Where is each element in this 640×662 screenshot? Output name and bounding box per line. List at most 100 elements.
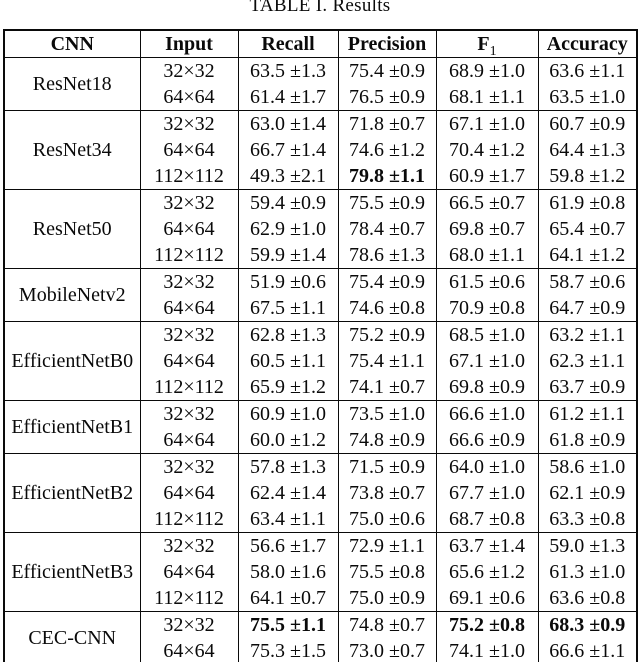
recall-cell: 58.0 ±1.6 bbox=[237, 559, 339, 585]
results-table: CNN Input Recall Precision F1 Accuracy ResNet… bbox=[3, 29, 638, 662]
f1-cell: 63.7 ±1.4 bbox=[435, 532, 539, 559]
f1-cell: 68.9 ±1.0 bbox=[435, 57, 539, 84]
cnn-name-cell: MobileNetv2 bbox=[3, 268, 141, 322]
precision-cell: 74.1 ±0.7 bbox=[337, 374, 437, 401]
accuracy-cell: 60.7 ±0.9 bbox=[537, 110, 638, 137]
precision-cell: 75.0 ±0.6 bbox=[337, 506, 437, 533]
table-row: ResNet18 32×32 63.5 ±1.3 75.4 ±0.9 68.9 ±1.0… bbox=[3, 57, 638, 111]
table-row: 64×64 66.7 ±1.4 74.6 ±1.2 70.4 ±1.2 64.4 ±1.… bbox=[4, 137, 638, 163]
table-row: EfficientNetB0 32×32 62.8 ±1.3 75.2 ±0.9 68.… bbox=[3, 321, 638, 401]
header-f1: F1 bbox=[435, 30, 539, 58]
header-accuracy: Accuracy bbox=[537, 30, 638, 58]
input-cell: 32×32 bbox=[139, 400, 239, 427]
table-row: MobileNetv2 32×32 51.9 ±0.6 75.4 ±0.9 61.5 ±… bbox=[3, 268, 638, 322]
f1-cell: 68.5 ±1.0 bbox=[435, 321, 539, 348]
accuracy-cell: 65.4 ±0.7 bbox=[537, 216, 638, 242]
table-row: 64×64 60.0 ±1.2 74.8 ±0.9 66.6 ±0.9 61.8 ±0.… bbox=[4, 427, 638, 454]
recall-cell: 60.5 ±1.1 bbox=[237, 348, 339, 374]
f1-cell: 74.1 ±1.0 bbox=[435, 638, 539, 662]
input-cell: 64×64 bbox=[139, 84, 239, 111]
input-cell: 64×64 bbox=[139, 295, 239, 322]
precision-cell: 76.5 ±0.9 bbox=[337, 84, 437, 111]
input-cell: 112×112 bbox=[139, 163, 239, 190]
header-cnn: CNN bbox=[3, 30, 141, 58]
header-input: Input bbox=[139, 30, 239, 58]
table-row: EfficientNetB1 32×32 60.9 ±1.0 73.5 ±1.0 66.… bbox=[3, 400, 638, 454]
accuracy-cell: 63.5 ±1.0 bbox=[537, 84, 638, 111]
recall-cell: 57.8 ±1.3 bbox=[237, 453, 339, 480]
cnn-name-cell: ResNet18 bbox=[3, 57, 141, 111]
input-cell: 32×32 bbox=[139, 453, 239, 480]
input-cell: 112×112 bbox=[139, 506, 239, 533]
recall-cell: 67.5 ±1.1 bbox=[237, 295, 339, 322]
precision-cell: 74.8 ±0.7 bbox=[337, 611, 437, 638]
table-row: 64×64 58.0 ±1.6 75.5 ±0.8 65.6 ±1.2 61.3 ±1.… bbox=[4, 559, 638, 585]
accuracy-cell: 64.1 ±1.2 bbox=[537, 242, 638, 269]
input-cell: 64×64 bbox=[139, 427, 239, 454]
precision-cell: 75.4 ±1.1 bbox=[337, 348, 437, 374]
precision-cell: 75.4 ±0.9 bbox=[337, 57, 437, 84]
header-precision: Precision bbox=[337, 30, 437, 58]
precision-cell: 75.4 ±0.9 bbox=[337, 268, 437, 295]
accuracy-cell: 59.0 ±1.3 bbox=[537, 532, 638, 559]
recall-cell: 63.5 ±1.3 bbox=[237, 57, 339, 84]
accuracy-cell: 63.6 ±0.8 bbox=[537, 585, 638, 612]
cnn-name-cell: EfficientNetB1 bbox=[3, 400, 141, 454]
table-row: 112×112 49.3 ±2.1 79.8 ±1.1 60.9 ±1.7 59.8 ±… bbox=[4, 163, 638, 190]
recall-cell: 49.3 ±2.1 bbox=[237, 163, 339, 190]
header-f1-base: F bbox=[477, 33, 490, 55]
precision-cell: 71.5 ±0.9 bbox=[337, 453, 437, 480]
input-cell: 64×64 bbox=[139, 216, 239, 242]
f1-cell: 66.5 ±0.7 bbox=[435, 189, 539, 216]
accuracy-cell: 61.3 ±1.0 bbox=[537, 559, 638, 585]
recall-cell: 61.4 ±1.7 bbox=[237, 84, 339, 111]
recall-cell: 51.9 ±0.6 bbox=[237, 268, 339, 295]
f1-cell: 66.6 ±1.0 bbox=[435, 400, 539, 427]
f1-cell: 60.9 ±1.7 bbox=[435, 163, 539, 190]
f1-cell: 70.4 ±1.2 bbox=[435, 137, 539, 163]
accuracy-cell: 58.7 ±0.6 bbox=[537, 268, 638, 295]
recall-cell: 66.7 ±1.4 bbox=[237, 137, 339, 163]
precision-cell: 72.9 ±1.1 bbox=[337, 532, 437, 559]
f1-cell: 65.6 ±1.2 bbox=[435, 559, 539, 585]
table-row: 112×112 64.1 ±0.7 75.0 ±0.9 69.1 ±0.6 63.6 ±… bbox=[4, 585, 638, 612]
input-cell: 32×32 bbox=[139, 611, 239, 638]
header-recall: Recall bbox=[237, 30, 339, 58]
accuracy-cell: 58.6 ±1.0 bbox=[537, 453, 638, 480]
accuracy-cell: 63.3 ±0.8 bbox=[537, 506, 638, 533]
precision-cell: 75.0 ±0.9 bbox=[337, 585, 437, 612]
f1-cell: 68.0 ±1.1 bbox=[435, 242, 539, 269]
table-caption: TABLE I. Results bbox=[249, 0, 391, 16]
f1-cell: 70.9 ±0.8 bbox=[435, 295, 539, 322]
accuracy-cell: 63.6 ±1.1 bbox=[537, 57, 638, 84]
precision-cell: 71.8 ±0.7 bbox=[337, 110, 437, 137]
cnn-name-cell: ResNet50 bbox=[3, 189, 141, 269]
recall-cell: 62.4 ±1.4 bbox=[237, 480, 339, 506]
input-cell: 32×32 bbox=[139, 532, 239, 559]
accuracy-cell: 68.3 ±0.9 bbox=[537, 611, 638, 638]
precision-cell: 73.0 ±0.7 bbox=[337, 638, 437, 662]
recall-cell: 60.9 ±1.0 bbox=[237, 400, 339, 427]
input-cell: 32×32 bbox=[139, 321, 239, 348]
table-row: 64×64 61.4 ±1.7 76.5 ±0.9 68.1 ±1.1 63.5 ±1.… bbox=[4, 84, 638, 111]
recall-cell: 64.1 ±0.7 bbox=[237, 585, 339, 612]
table-row: 112×112 63.4 ±1.1 75.0 ±0.6 68.7 ±0.8 63.3 ±… bbox=[4, 506, 638, 533]
recall-cell: 65.9 ±1.2 bbox=[237, 374, 339, 401]
precision-cell: 79.8 ±1.1 bbox=[337, 163, 437, 190]
cnn-name-cell: CEC-CNN bbox=[3, 611, 141, 662]
input-cell: 32×32 bbox=[139, 268, 239, 295]
precision-cell: 75.2 ±0.9 bbox=[337, 321, 437, 348]
cnn-name-cell: EfficientNetB3 bbox=[3, 532, 141, 612]
accuracy-cell: 64.4 ±1.3 bbox=[537, 137, 638, 163]
input-cell: 64×64 bbox=[139, 480, 239, 506]
table-body: ResNet18 32×32 63.5 ±1.3 75.4 ±0.9 68.9 ±1.0… bbox=[3, 57, 638, 662]
input-cell: 112×112 bbox=[139, 374, 239, 401]
precision-cell: 74.6 ±0.8 bbox=[337, 295, 437, 322]
table-row: 64×64 62.4 ±1.4 73.8 ±0.7 67.7 ±1.0 62.1 ±0.… bbox=[4, 480, 638, 506]
table-row: 112×112 59.9 ±1.4 78.6 ±1.3 68.0 ±1.1 64.1 ±… bbox=[4, 242, 638, 269]
accuracy-cell: 61.8 ±0.9 bbox=[537, 427, 638, 454]
table-row: ResNet34 32×32 63.0 ±1.4 71.8 ±0.7 67.1 ±1.0… bbox=[3, 110, 638, 190]
accuracy-cell: 62.1 ±0.9 bbox=[537, 480, 638, 506]
precision-cell: 75.5 ±0.9 bbox=[337, 189, 437, 216]
